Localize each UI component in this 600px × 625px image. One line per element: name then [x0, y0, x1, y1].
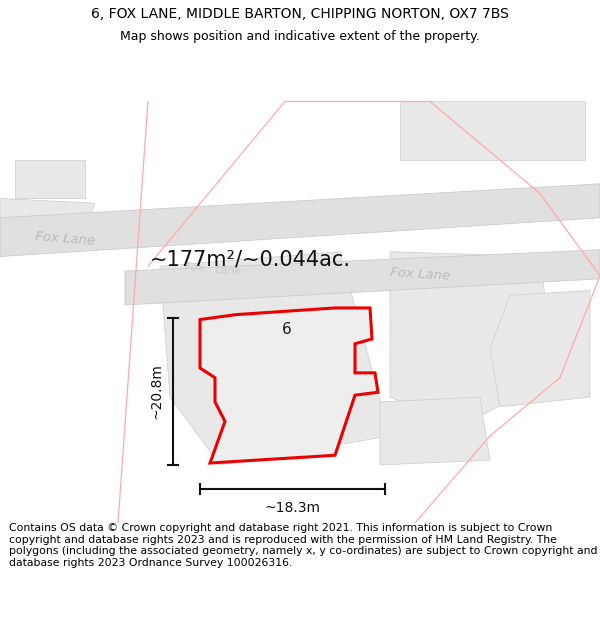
Text: Fox: Fox	[185, 262, 205, 272]
Text: 6, FOX LANE, MIDDLE BARTON, CHIPPING NORTON, OX7 7BS: 6, FOX LANE, MIDDLE BARTON, CHIPPING NOR…	[91, 8, 509, 21]
Polygon shape	[200, 308, 378, 463]
Text: Map shows position and indicative extent of the property.: Map shows position and indicative extent…	[120, 30, 480, 43]
Text: ~18.3m: ~18.3m	[265, 501, 320, 515]
Text: Fox Lane: Fox Lane	[390, 266, 451, 282]
Polygon shape	[490, 291, 590, 407]
Text: ~177m²/~0.044ac.: ~177m²/~0.044ac.	[149, 249, 350, 269]
Text: ~20.8m: ~20.8m	[149, 363, 163, 419]
Polygon shape	[160, 252, 390, 465]
Polygon shape	[0, 198, 95, 242]
Polygon shape	[125, 250, 600, 305]
Polygon shape	[0, 184, 600, 256]
Polygon shape	[380, 397, 490, 465]
Text: Contains OS data © Crown copyright and database right 2021. This information is : Contains OS data © Crown copyright and d…	[9, 523, 598, 568]
Text: Lane: Lane	[215, 265, 242, 277]
Text: 6: 6	[282, 322, 292, 338]
Polygon shape	[15, 159, 85, 198]
Polygon shape	[390, 252, 555, 426]
Polygon shape	[400, 101, 585, 159]
Text: Fox Lane: Fox Lane	[35, 230, 96, 248]
